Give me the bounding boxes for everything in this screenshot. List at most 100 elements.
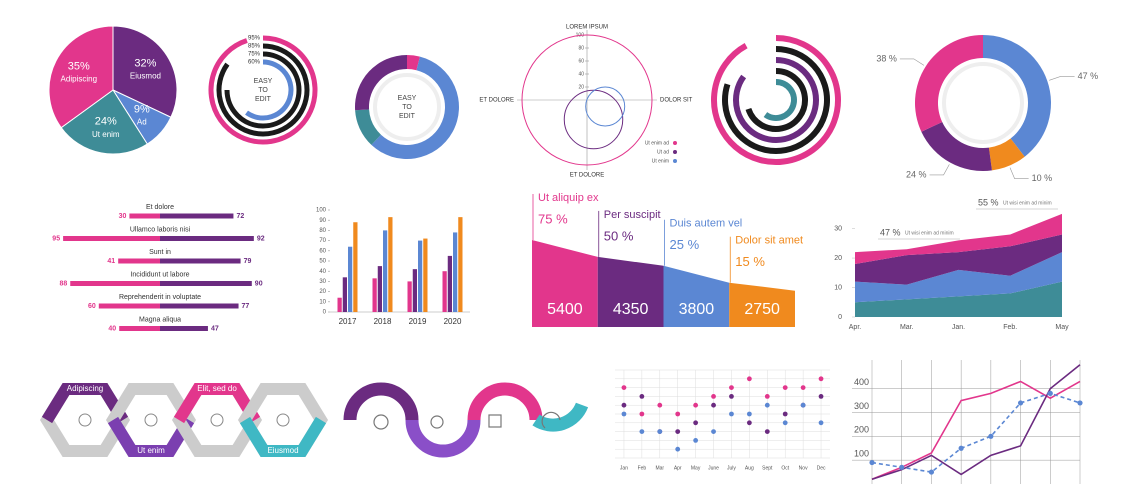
dot (746, 376, 752, 382)
y-tick-label: 10 (834, 284, 842, 291)
category-label: Per suscipit (604, 209, 661, 221)
x-tick-label: Feb. (1003, 324, 1017, 331)
r-tick-label: 80 (578, 45, 584, 51)
dot (639, 429, 645, 434)
bar (70, 281, 160, 286)
legend-marker (673, 159, 677, 163)
x-tick-label: Dec (817, 465, 826, 471)
x-tick-label: Feb (638, 465, 647, 471)
x-tick-label: Mar. (900, 324, 914, 331)
wave-icons (373, 411, 561, 430)
data-label: 79 (244, 258, 252, 265)
step-label: Eiusmod (267, 446, 298, 455)
hex-icon (144, 413, 158, 427)
donut-segment (921, 121, 992, 172)
bar (160, 236, 254, 241)
bar (423, 238, 428, 312)
dot (711, 402, 716, 408)
bar (447, 255, 452, 312)
category-label: Dolor sit amet (735, 235, 803, 247)
y-tick-label: 90 (319, 218, 326, 224)
ring-arc (722, 46, 830, 154)
wave-segment (405, 419, 481, 458)
x-tick-label: Apr (674, 465, 682, 471)
wave-segment (343, 382, 419, 421)
data-label: 92 (257, 235, 265, 242)
bar (98, 303, 160, 309)
area (855, 213, 1062, 264)
annotation-text: Ut wisi enim ad minim (1003, 200, 1052, 206)
bar (348, 246, 353, 312)
ring-arc (245, 59, 294, 121)
leader-line (929, 164, 950, 176)
bar (458, 217, 463, 312)
bar (160, 326, 208, 331)
dot (711, 394, 716, 399)
data-label: 32% (134, 57, 156, 69)
donut-segment (983, 35, 1051, 157)
bar (383, 230, 388, 312)
dot (693, 402, 699, 408)
data-label: 24 % (906, 169, 927, 179)
chart-title: LOREM IPSUM (566, 25, 608, 31)
dot (764, 394, 770, 399)
area (855, 234, 1062, 285)
y-tick-label: 40 (319, 269, 326, 275)
data-label: 24% (95, 116, 117, 128)
data-label: 85% (248, 44, 261, 50)
bar (129, 213, 160, 219)
x-tick-label: June (708, 465, 719, 471)
center-label: EDIT (255, 96, 272, 103)
bar (118, 258, 160, 264)
ring-arc (733, 57, 819, 143)
wave-process (343, 382, 589, 458)
data-label: 3800 (679, 301, 715, 318)
slice-label: Adipiscing (61, 75, 97, 84)
bar (412, 269, 417, 312)
x-tick-label: May (691, 465, 701, 471)
dot (782, 420, 788, 426)
funnel-block (729, 282, 795, 327)
y-tick-label: 20 (319, 289, 326, 295)
data-label: 38 % (876, 53, 897, 63)
category-label: Incididunt ut labore (130, 271, 189, 278)
center-label: TO (258, 87, 268, 94)
bar (160, 303, 239, 309)
x-tick-label: Jan. (952, 324, 965, 331)
x-tick-label: Aug (745, 465, 754, 471)
ring-arc (763, 79, 797, 121)
line (871, 364, 1081, 480)
center-label: EASY (254, 78, 273, 85)
legend-marker (673, 150, 677, 154)
slice-label: Ad (137, 118, 147, 127)
bar (337, 297, 342, 312)
y-tick-label: 70 (319, 238, 326, 244)
bar (388, 217, 393, 312)
point (1077, 400, 1083, 406)
ring-arc (745, 68, 808, 132)
hex-band (173, 383, 261, 424)
x-tick-label: 2020 (444, 317, 462, 326)
data-label: 10 % (1032, 173, 1053, 183)
funnel-block (663, 265, 730, 327)
center-label: TO (402, 104, 412, 111)
donut-segment (988, 138, 1025, 171)
percent-label: 75 % (538, 211, 568, 226)
y-tick-label: 20 (834, 255, 842, 262)
axis-label: ET DOLORE (570, 173, 605, 179)
dot (621, 385, 627, 390)
area (855, 281, 1062, 317)
pie-slice (48, 25, 114, 129)
donut-inner (942, 62, 1024, 144)
dot (711, 429, 716, 434)
bar (418, 240, 423, 312)
dot (693, 438, 699, 443)
percent-label: 15 % (735, 254, 765, 269)
hex-icon (78, 413, 92, 427)
dot (657, 429, 663, 434)
y-tick-label: 30 (834, 225, 842, 232)
data-label: 60% (248, 60, 261, 66)
hex-band (107, 416, 195, 457)
y-tick-label: 80 (319, 228, 326, 234)
pie-slice (112, 25, 178, 118)
